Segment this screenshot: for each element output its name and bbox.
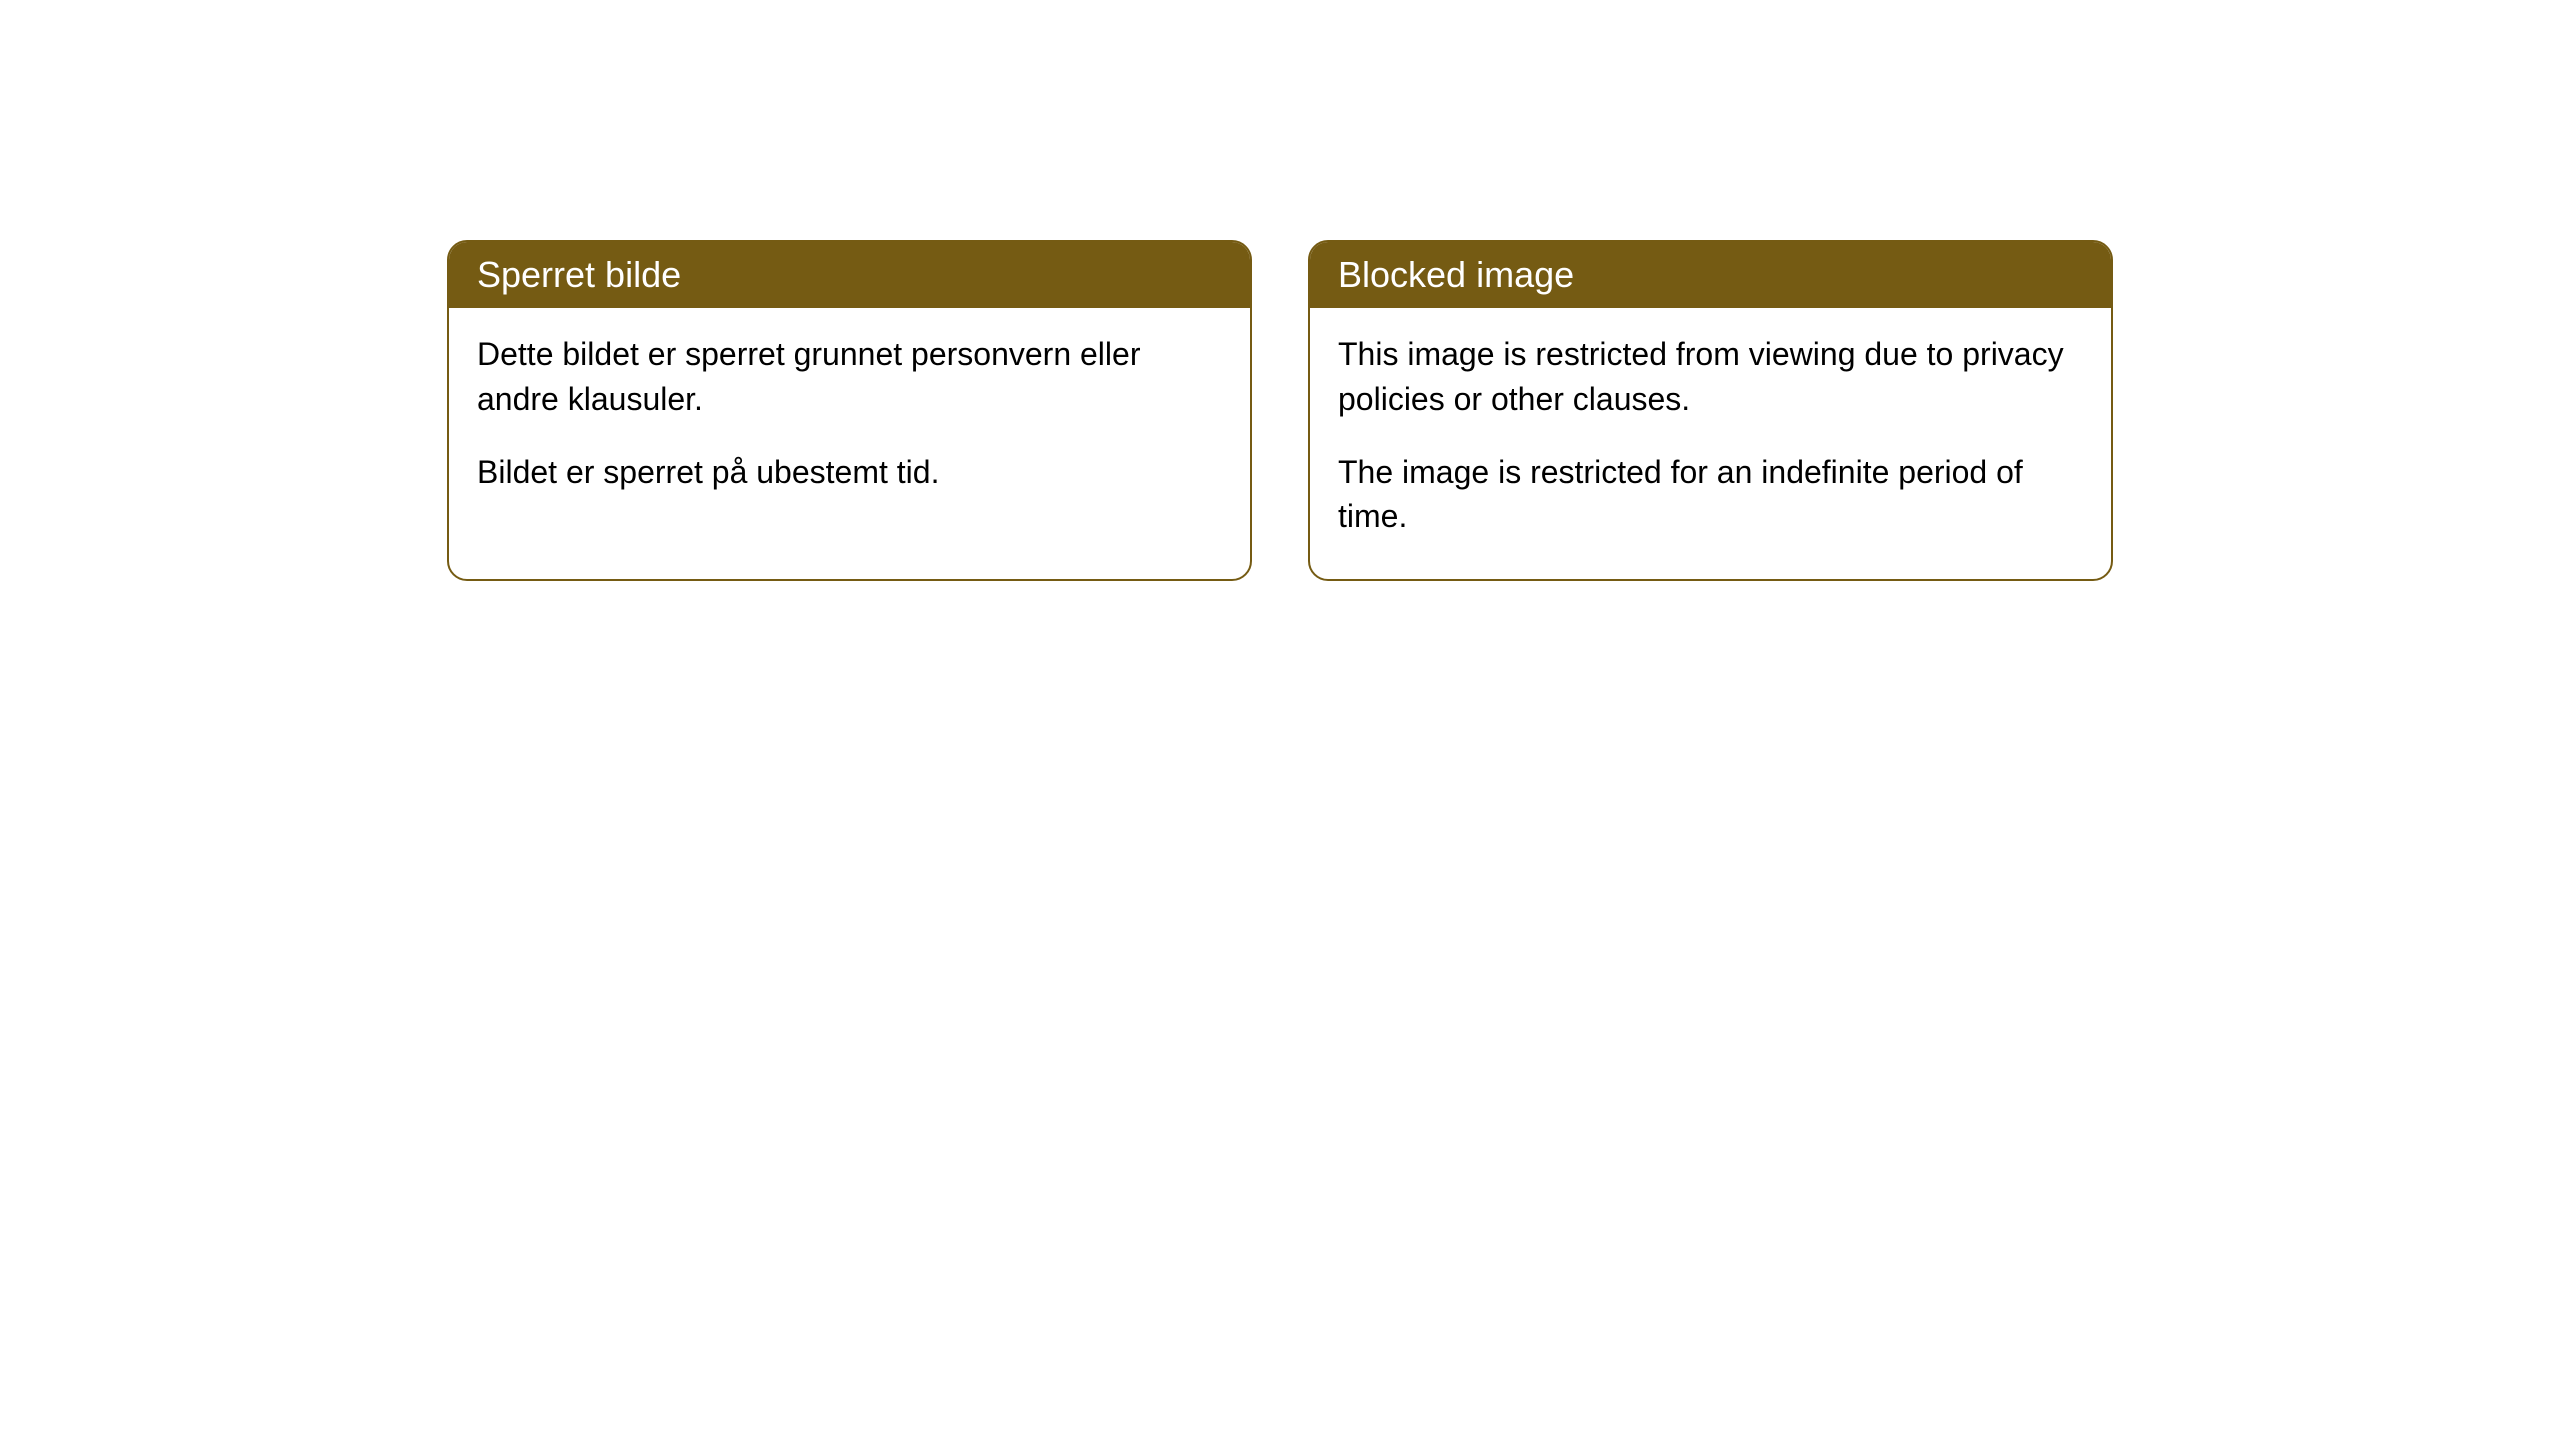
blocked-image-card-norwegian: Sperret bilde Dette bildet er sperret gr… bbox=[447, 240, 1252, 581]
card-body-norwegian: Dette bildet er sperret grunnet personve… bbox=[449, 308, 1250, 534]
card-paragraph-1-norwegian: Dette bildet er sperret grunnet personve… bbox=[477, 332, 1222, 422]
card-paragraph-2-norwegian: Bildet er sperret på ubestemt tid. bbox=[477, 450, 1222, 495]
card-paragraph-2-english: The image is restricted for an indefinit… bbox=[1338, 450, 2083, 540]
cards-container: Sperret bilde Dette bildet er sperret gr… bbox=[0, 240, 2560, 581]
card-body-english: This image is restricted from viewing du… bbox=[1310, 308, 2111, 579]
card-header-english: Blocked image bbox=[1310, 242, 2111, 308]
card-header-norwegian: Sperret bilde bbox=[449, 242, 1250, 308]
card-paragraph-1-english: This image is restricted from viewing du… bbox=[1338, 332, 2083, 422]
blocked-image-card-english: Blocked image This image is restricted f… bbox=[1308, 240, 2113, 581]
